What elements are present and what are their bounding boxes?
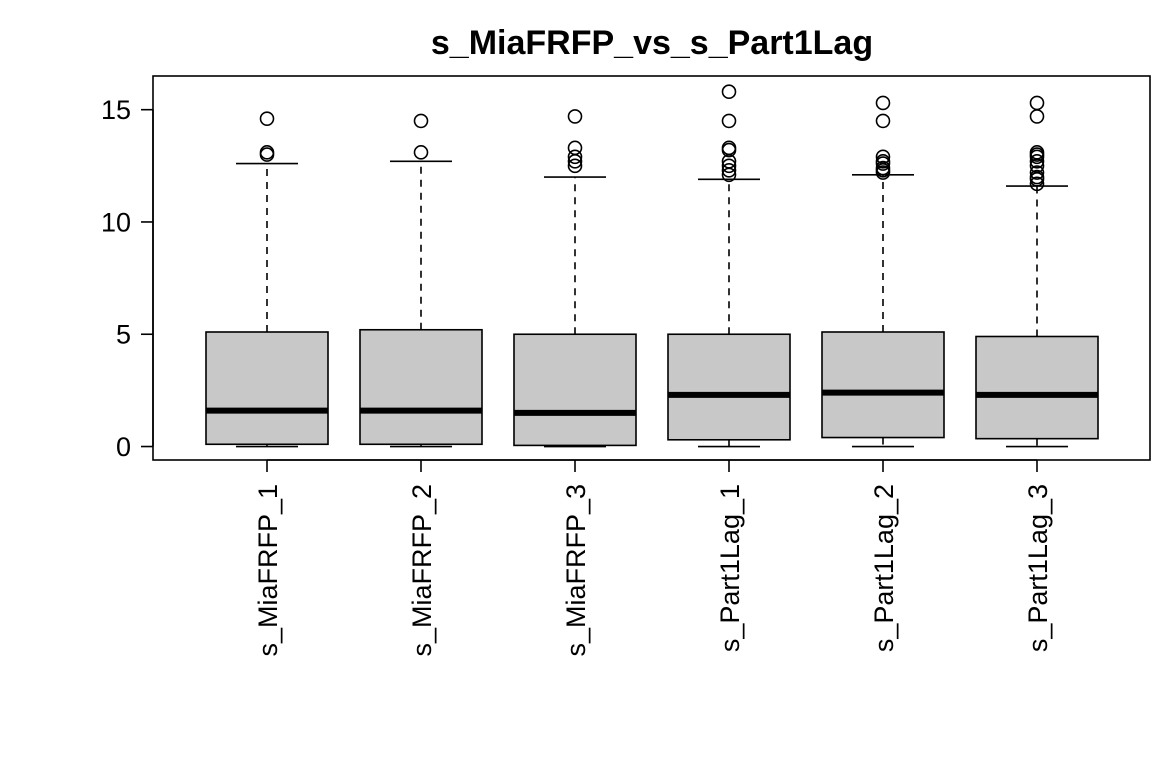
outlier-point [875,154,891,169]
outlier-point [259,145,275,160]
box-iqr [205,331,329,446]
chart-title: s_MiaFRFP_vs_s_Part1Lag [431,24,873,62]
x-tick-label: s_Part1Lag_2 [869,484,899,652]
box-iqr [821,331,945,439]
outlier-point [567,149,583,165]
y-tick-label: 15 [101,95,131,125]
outlier-point [1029,95,1045,111]
outlier-point [413,145,429,160]
x-tick-label: s_MiaFRFP_2 [407,484,437,657]
outlier-point [567,140,583,156]
outlier-point [721,84,737,100]
box-s_Part1Lag_3 [975,95,1099,448]
x-tick-label: s_Part1Lag_1 [715,484,745,652]
box-iqr [975,335,1099,440]
box-s_Part1Lag_1 [667,84,791,448]
outlier-point [259,111,275,126]
box-iqr [359,328,483,446]
outlier-point [875,113,891,129]
outlier-point [1029,145,1045,160]
box-s_Part1Lag_2 [821,95,945,448]
x-tick-label: s_MiaFRFP_1 [253,484,283,657]
box-s_MiaFRFP_2 [359,113,483,448]
y-tick-label: 10 [101,207,131,237]
outlier-point [875,149,891,165]
outlier-point [875,95,891,111]
outlier-point [1029,169,1045,185]
outlier-point [721,158,737,174]
box-iqr [513,333,637,447]
y-tick-label: 5 [116,320,131,350]
outlier-point [875,160,891,176]
y-tick-label: 0 [116,432,131,462]
box-s_MiaFRFP_1 [205,111,329,448]
box-iqr [667,333,791,441]
outlier-point [721,140,737,156]
box-group [205,84,1099,448]
outlier-point [567,109,583,124]
outlier-point [1029,176,1045,192]
outlier-point [1029,109,1045,124]
outlier-point [1029,154,1045,169]
outlier-point [721,113,737,129]
outlier-point [567,158,583,174]
outlier-point [413,113,429,129]
y-axis: 0 5 10 15 [101,95,154,462]
box-s_MiaFRFP_3 [513,109,637,448]
outlier-point [721,163,737,178]
x-axis: s_MiaFRFP_1 s_MiaFRFP_2 s_MiaFRFP_3 s_Part1… [253,459,1053,657]
outlier-point [1029,165,1045,180]
x-tick-label: s_Part1Lag_3 [1023,484,1053,652]
x-tick-label: s_MiaFRFP_3 [561,484,591,657]
